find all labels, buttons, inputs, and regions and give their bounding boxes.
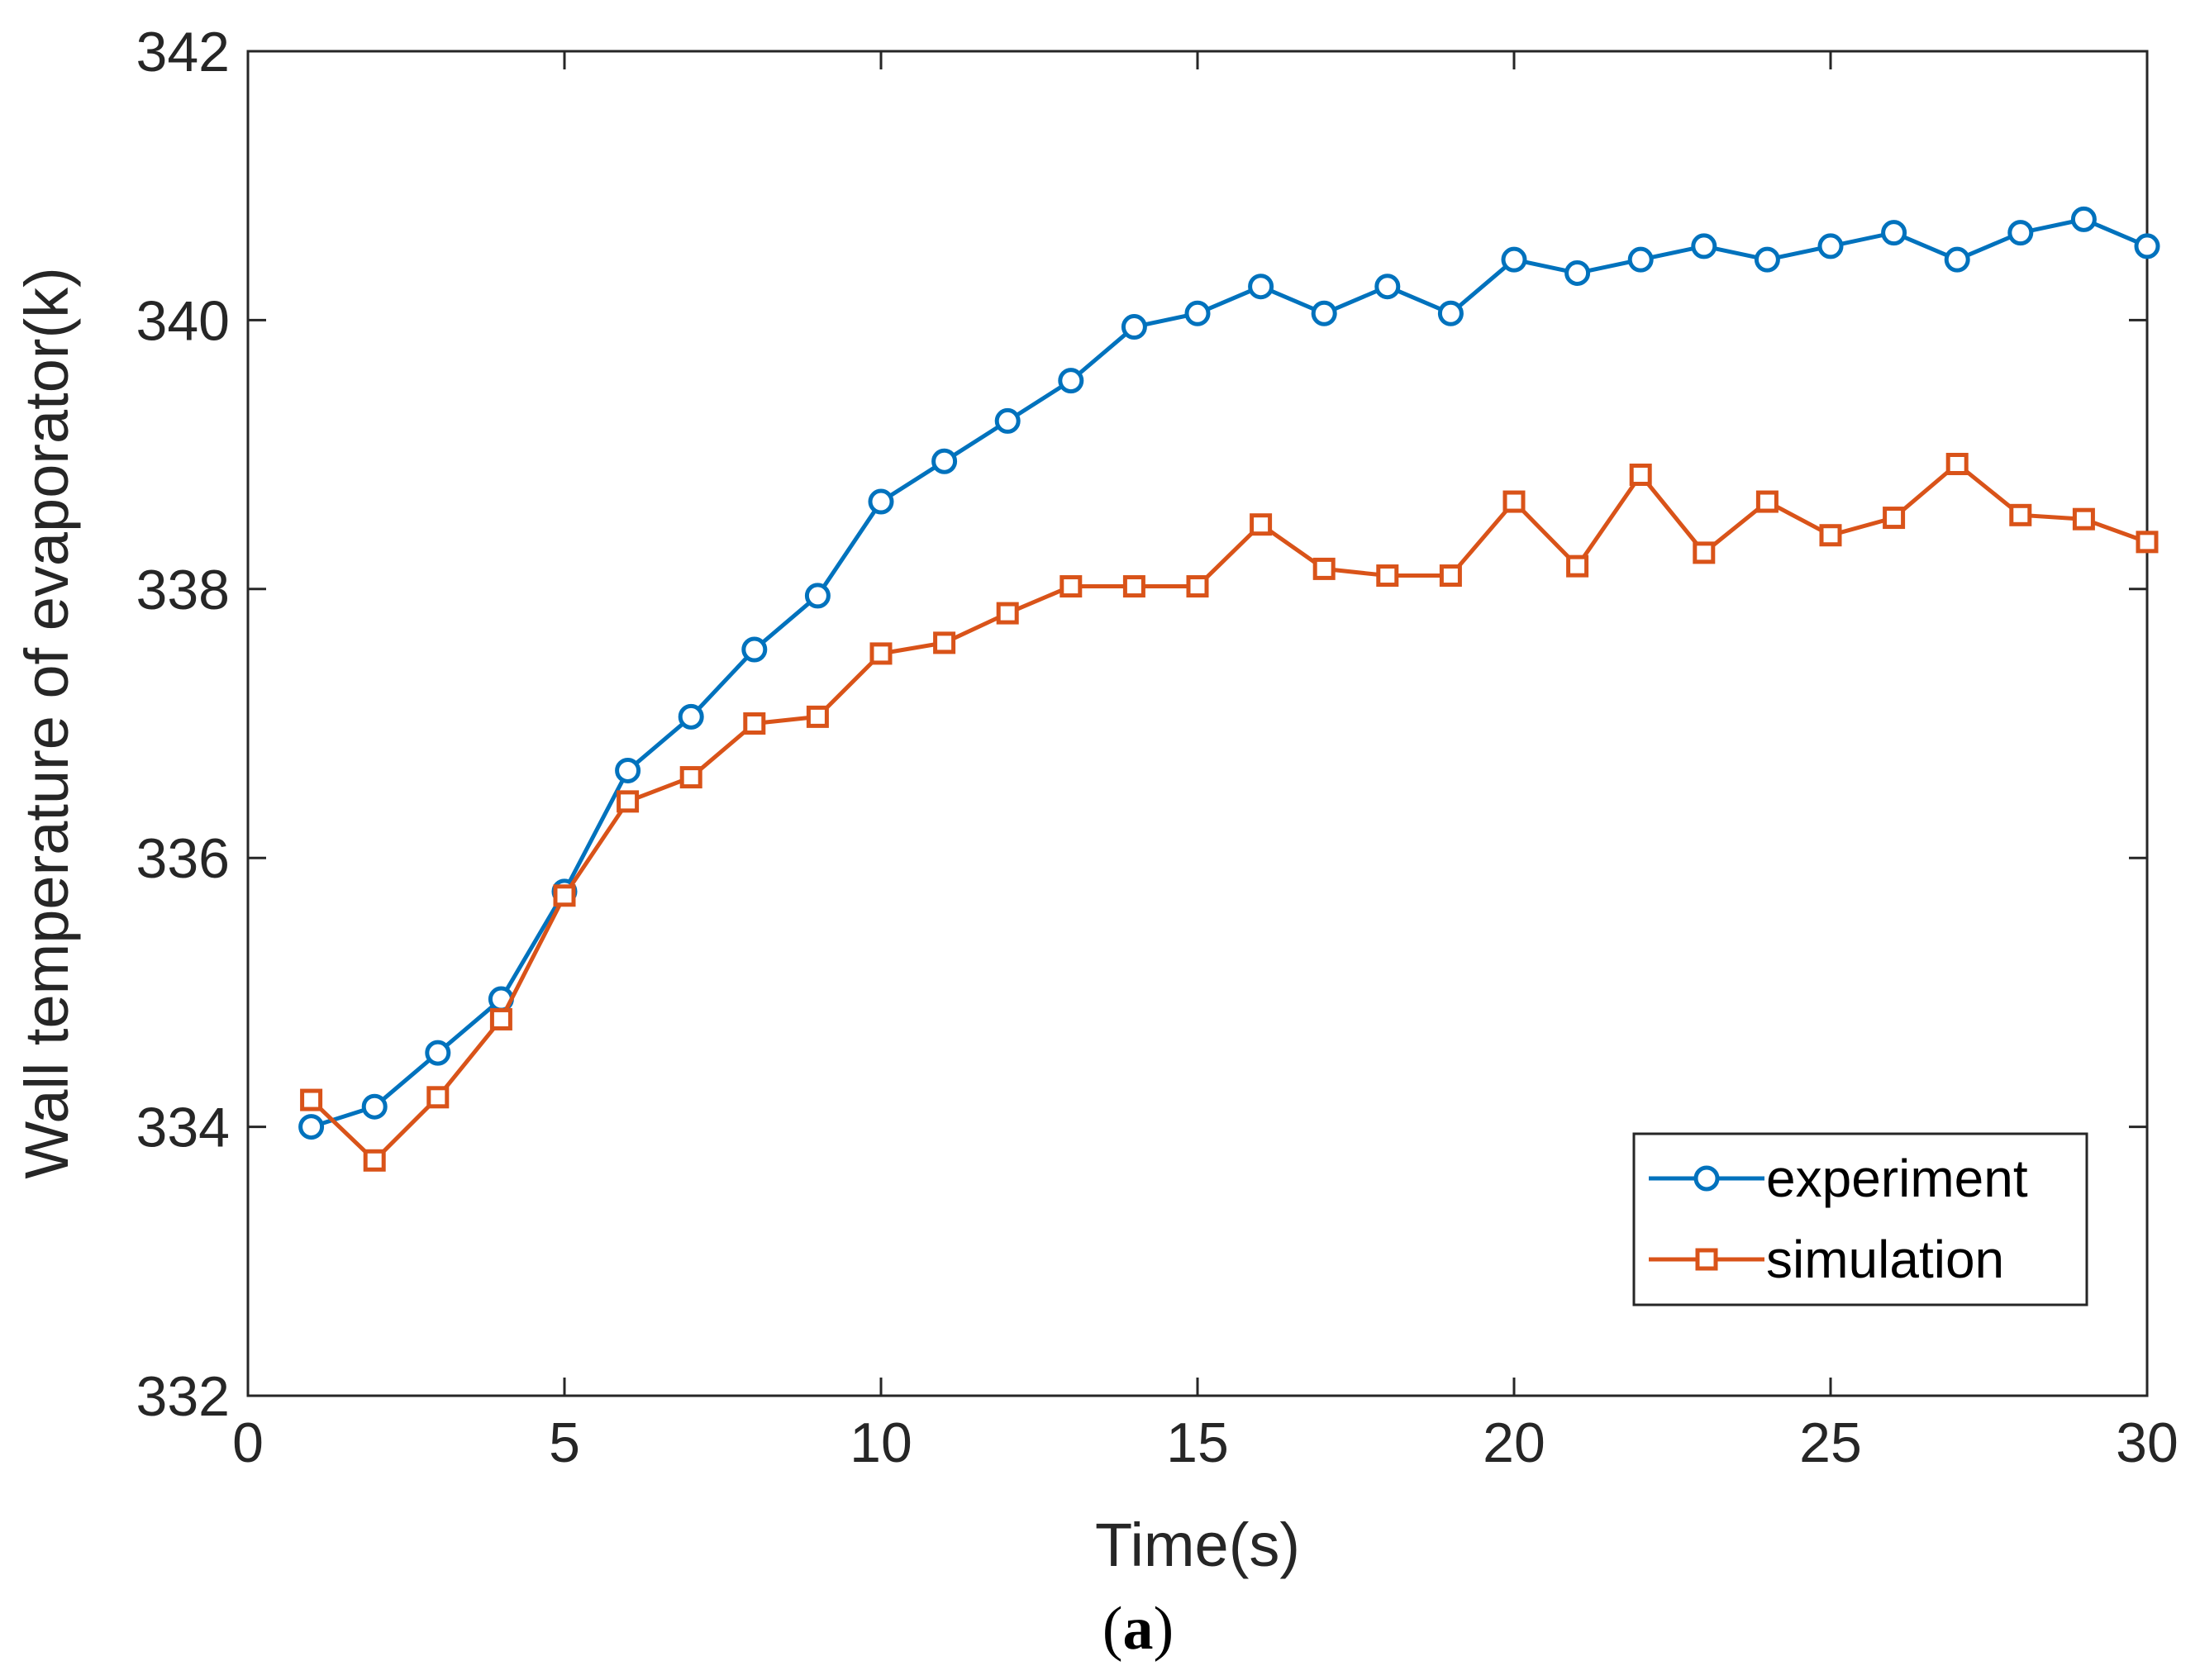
simulation-point [806,705,829,728]
x-tick-label: 5 [549,1411,580,1474]
simulation-point [1755,490,1779,513]
y-axis-label: Wall temperature of evaporator(k) [12,267,81,1179]
legend-items: experiment simulation [1649,1149,2028,1289]
simulation-point [426,1086,450,1109]
x-tick-label: 15 [1166,1411,1229,1474]
simulation-point [300,1088,323,1111]
experiment-point [1311,300,1337,326]
experiment-point [2134,233,2160,259]
experiment-point [1627,246,1654,273]
experiment-point [1944,246,1970,273]
legend-swatch-marker [1693,1165,1720,1192]
experiment-point [1248,274,1274,300]
y-tick-label: 342 [136,21,230,83]
experiment-point [1374,274,1401,300]
experiment-point [1121,314,1147,340]
series-simulation [300,452,2159,1172]
experiment-point [1437,300,1464,326]
simulation-point [617,790,640,813]
simulation-point [1819,524,1842,547]
simulation-point [679,766,702,789]
experiment-point [1754,246,1780,273]
simulation-point [2009,503,2032,526]
series-layer [298,206,2160,1172]
simulation-point [553,884,576,907]
simulation-point [1883,507,1906,530]
simulation-point [743,712,766,735]
legend-box [1632,1132,2088,1306]
simulation-point [1312,557,1336,580]
simulation-point [1566,554,1589,578]
simulation-point [1945,452,1969,475]
simulation-point [2072,507,2095,531]
experiment-point [1691,233,1717,259]
simulation-point [1376,564,1399,588]
simulation-point [1122,575,1145,598]
ticks-layer: 0 5 10 15 20 25 30 332 334 336 338 340 342 [136,21,2179,1474]
y-tick-label: 336 [136,827,230,890]
experiment-point [425,1040,451,1066]
experiment-point [1564,259,1591,286]
x-tick-label: 0 [232,1411,264,1474]
experiment-point [298,1114,325,1140]
figure-caption: (a) [1102,1595,1174,1663]
experiment-point [868,488,894,515]
simulation-point [933,631,956,654]
experiment-point [1058,368,1084,394]
experiment-point [804,583,831,609]
legend-swatch-marker [1695,1248,1718,1271]
simulation-point [996,602,1019,625]
simulation-point [1439,564,1462,588]
experiment-point [1881,220,1907,246]
experiment-point [741,636,768,663]
legend: experiment simulation [1632,1132,2088,1306]
x-axis-label: Time(s) [1095,1511,1300,1579]
simulation-point [1250,513,1273,536]
simulation-point [1060,575,1083,598]
legend-entry-experiment: experiment [1649,1149,2028,1208]
simulation-point [1186,575,1209,598]
experiment-point [1184,300,1211,326]
simulation-point [869,642,893,665]
simulation-point [2136,531,2159,554]
experiment-point [1501,246,1527,273]
y-tick-label: 340 [136,289,230,352]
experiment-point [994,407,1021,434]
x-tick-label: 30 [2116,1411,2179,1474]
experiment-point [678,703,704,730]
experiment-point [615,757,641,783]
legend-entry-simulation: simulation [1649,1230,2004,1289]
experiment-point [2007,220,2034,246]
x-tick-label: 25 [1799,1411,1862,1474]
x-tick-label: 20 [1483,1411,1545,1474]
x-tick-label: 10 [850,1411,912,1474]
simulation-point [1629,464,1652,487]
simulation-point [1502,490,1526,513]
simulation-point [489,1007,512,1030]
y-tick-label: 334 [136,1097,230,1159]
y-tick-label: 332 [136,1365,230,1428]
experiment-point [361,1093,388,1120]
legend-label: experiment [1766,1149,2028,1208]
experiment-point [2070,206,2097,232]
series-experiment [298,206,2160,1140]
experiment-point [1817,233,1844,259]
experiment-point [931,448,958,474]
simulation-point [1693,541,1716,564]
simulation-point [363,1149,386,1172]
legend-label: simulation [1766,1230,2004,1289]
figure-caption-letter: a [1123,1595,1154,1663]
y-tick-label: 338 [136,559,230,621]
